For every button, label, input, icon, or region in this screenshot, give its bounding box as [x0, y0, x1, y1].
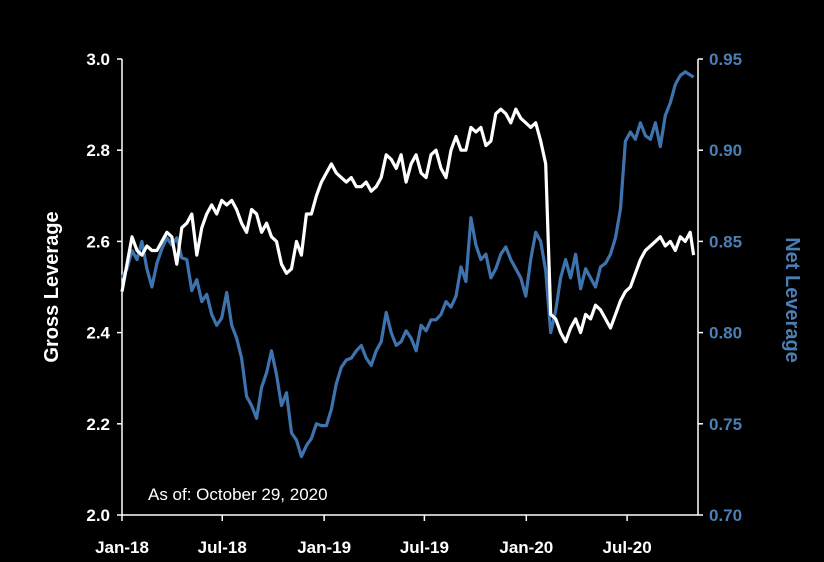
- right-tick-label: 0.80: [709, 324, 742, 343]
- x-tick-label: Jul-19: [400, 538, 449, 557]
- left-y-ticks: 2.0 2.2 2.4 2.6 2.8 3.0: [86, 50, 122, 525]
- x-tick-label: Jan-20: [499, 538, 553, 557]
- left-tick-label: 2.6: [86, 232, 110, 251]
- right-tick-label: 0.75: [709, 415, 742, 434]
- left-tick-label: 3.0: [86, 50, 110, 69]
- left-tick-label: 2.8: [86, 141, 110, 160]
- right-tick-label: 0.90: [709, 141, 742, 160]
- x-ticks: Jan-18 Jul-18 Jan-19 Jul-19 Jan-20 Jul-20: [95, 515, 652, 557]
- right-tick-label: 0.70: [709, 506, 742, 525]
- left-tick-label: 2.4: [86, 324, 110, 343]
- left-tick-label: 2.0: [86, 506, 110, 525]
- net-leverage-line: [120, 70, 695, 459]
- right-tick-label: 0.95: [709, 50, 742, 69]
- right-tick-label: 0.85: [709, 232, 742, 251]
- right-axis-title: Net Leverage: [781, 237, 803, 363]
- x-tick-label: Jan-18: [95, 538, 149, 557]
- left-axis-title: Gross Leverage: [41, 211, 63, 362]
- x-tick-label: Jul-20: [603, 538, 652, 557]
- as-of-annotation: As of: October 29, 2020: [148, 485, 328, 504]
- x-tick-label: Jul-18: [198, 538, 247, 557]
- x-tick-label: Jan-19: [297, 538, 351, 557]
- gross-leverage-line: [120, 107, 696, 344]
- left-tick-label: 2.2: [86, 415, 110, 434]
- right-y-ticks: 0.70 0.75 0.80 0.85 0.90 0.95: [698, 50, 742, 525]
